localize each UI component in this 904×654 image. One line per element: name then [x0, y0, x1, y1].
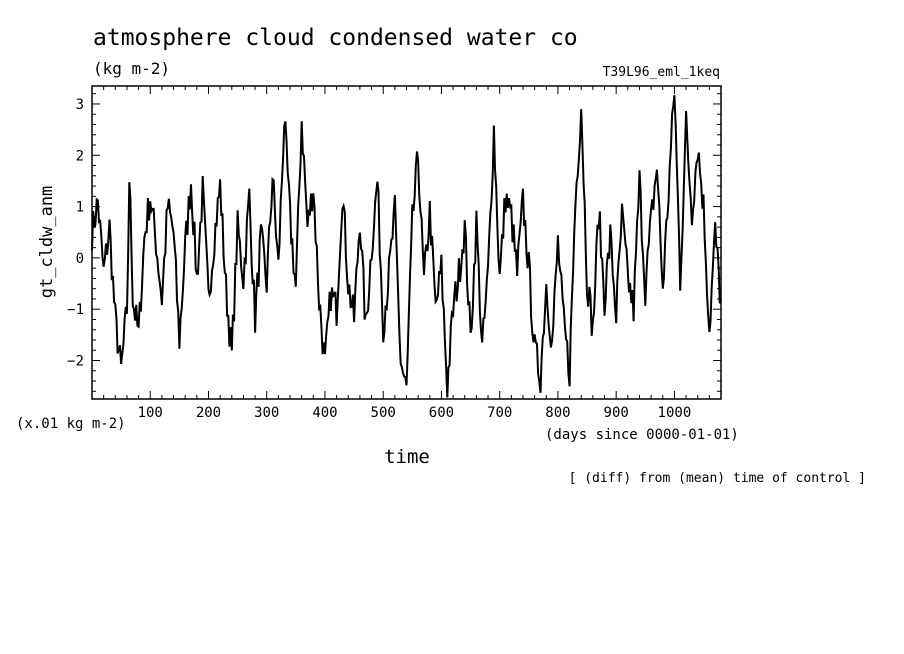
y-tick-label: 3	[76, 97, 84, 113]
y-tick-label: 1	[76, 200, 84, 216]
x-axis-ticks: 100 200 300 400 500 600 700 800 900 1000	[103, 86, 710, 421]
x-tick-label: 600	[429, 405, 454, 421]
y-tick-label: −2	[67, 354, 84, 370]
run-label: T39L96_eml_1keq	[603, 65, 720, 80]
y-axis-ticks: −2 −1 0 1 2 3	[67, 93, 721, 392]
chart-title: atmosphere cloud condensed water co	[93, 25, 578, 51]
x-tick-label: 1000	[658, 405, 692, 421]
plot-area: 100 200 300 400 500 600 700 800 900 1000 −2 −1 0 1 2 3	[67, 85, 722, 421]
y-tick-label: 0	[76, 251, 84, 267]
x-tick-label: 400	[312, 405, 337, 421]
x-tick-label: 500	[371, 405, 396, 421]
plot-frame	[91, 85, 722, 400]
x-tick-label: 300	[254, 405, 279, 421]
x-tick-label: 200	[196, 405, 221, 421]
x-tick-label: 800	[545, 405, 570, 421]
x-tick-label: 100	[138, 405, 163, 421]
y-axis-label: gt_cldw_anm	[37, 186, 57, 299]
x-axis-label: time	[384, 446, 430, 468]
y-scale-label: (x.01 kg m-2)	[16, 416, 126, 432]
comparison-note: [ (diff) from (mean) time of control ]	[569, 471, 866, 486]
units-label: (kg m-2)	[93, 59, 170, 78]
x-tick-label: 700	[487, 405, 512, 421]
y-tick-label: −1	[67, 302, 84, 318]
series-line	[91, 95, 722, 398]
x-tick-label: 900	[604, 405, 629, 421]
y-tick-label: 2	[76, 148, 84, 164]
x-units-label: (days since 0000-01-01)	[545, 427, 739, 443]
